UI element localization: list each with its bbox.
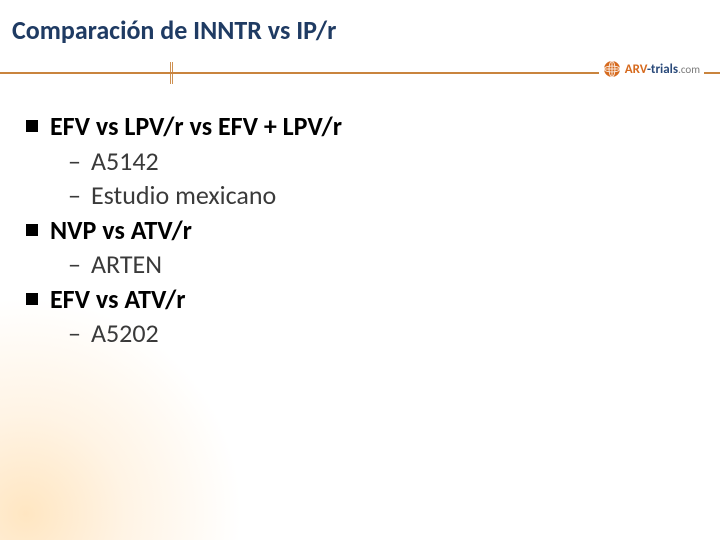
bullet-list: EFV vs LPV/r vs EFV + LPV/r – A5142 – Es… [26, 110, 686, 352]
title-rule-tick [172, 62, 173, 84]
list-item: EFV vs LPV/r vs EFV + LPV/r [26, 110, 686, 143]
square-bullet-icon [26, 293, 38, 305]
list-subitem: – ARTEN [68, 248, 686, 281]
list-subitem-label: Estudio mexicano [91, 179, 276, 212]
list-subitem-label: A5202 [91, 317, 159, 350]
list-item: NVP vs ATV/r [26, 214, 686, 247]
brand-logo-part2: -trials [647, 62, 678, 77]
page-title: Comparación de INNTR vs IP/r [12, 14, 336, 46]
square-bullet-icon [26, 224, 38, 236]
list-item-label: EFV vs ATV/r [50, 283, 186, 316]
dash-icon: – [68, 317, 81, 350]
dash-icon: – [68, 145, 81, 178]
list-item-label: EFV vs LPV/r vs EFV + LPV/r [50, 110, 342, 143]
list-subitem: – A5202 [68, 317, 686, 350]
brand-logo-text: ARV-trials.com [625, 62, 700, 77]
brand-logo: ARV-trials.com [599, 60, 704, 78]
brand-logo-part1: ARV [625, 62, 647, 77]
list-item: EFV vs ATV/r [26, 283, 686, 316]
square-bullet-icon [26, 120, 38, 132]
list-subitem-label: A5142 [91, 145, 159, 178]
list-subitem: – Estudio mexicano [68, 179, 686, 212]
list-subitem-label: ARTEN [91, 248, 162, 281]
dash-icon: – [68, 179, 81, 212]
globe-icon [603, 60, 621, 78]
list-subitem: – A5142 [68, 145, 686, 178]
dash-icon: – [68, 248, 81, 281]
title-rule-tick [170, 62, 171, 84]
list-item-label: NVP vs ATV/r [50, 214, 192, 247]
brand-logo-suffix: .com [678, 63, 700, 76]
